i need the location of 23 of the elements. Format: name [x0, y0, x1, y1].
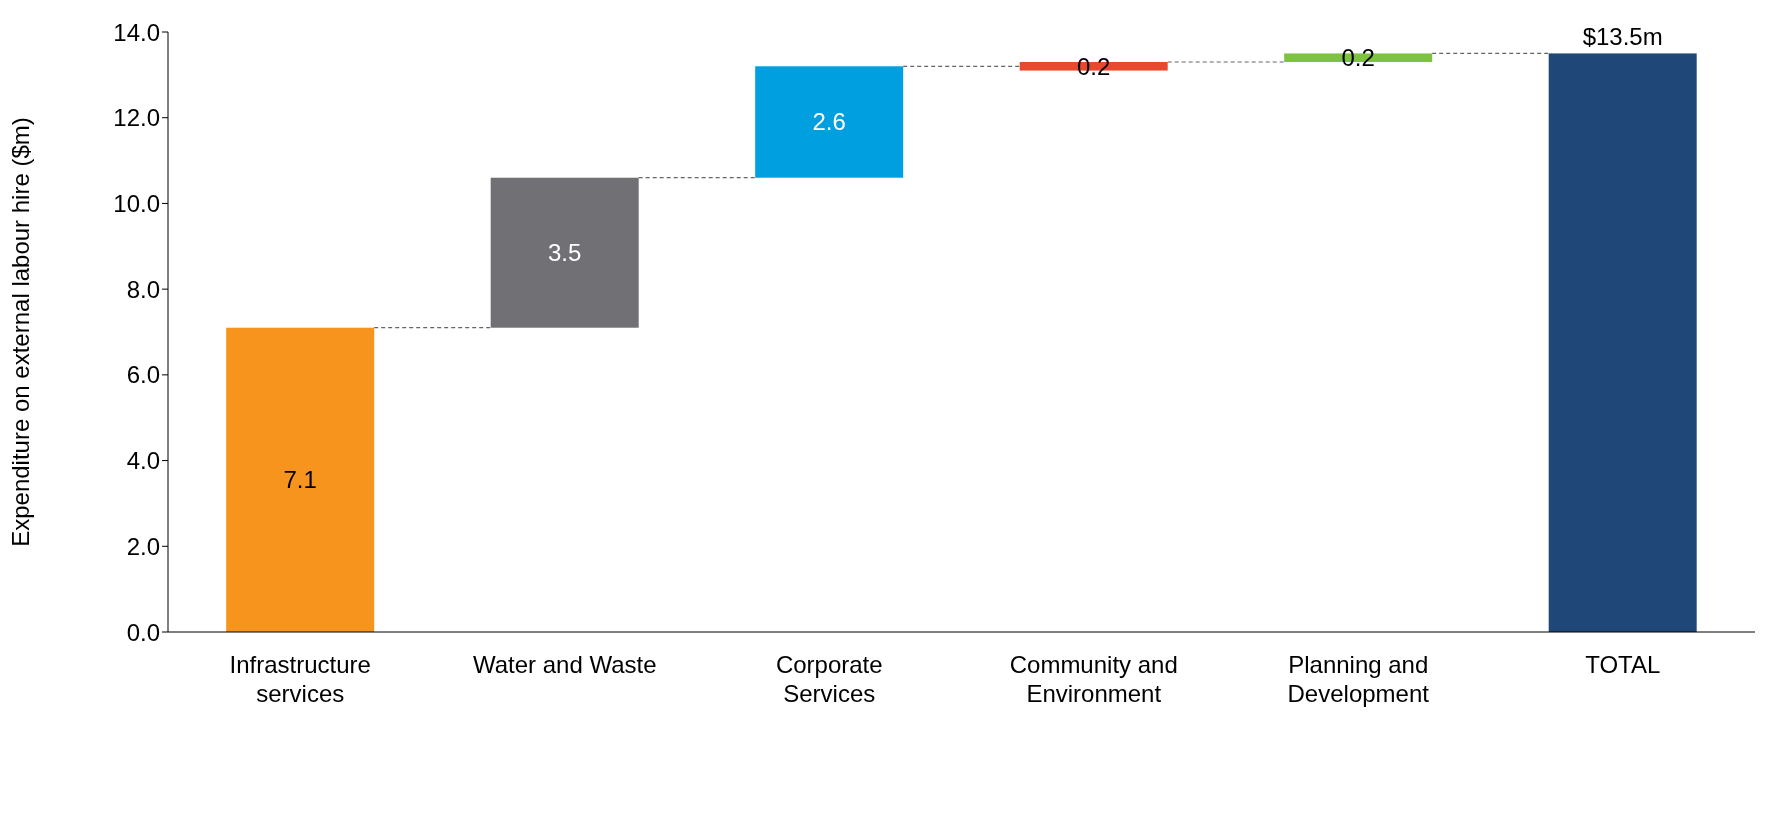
y-tick-label: 10.0	[113, 189, 160, 217]
x-tick-label: Planning and Development	[1287, 651, 1430, 707]
y-tick-label: 4.0	[126, 447, 160, 475]
data-label: 2.6	[812, 108, 846, 136]
bar	[755, 66, 904, 178]
y-axis-title: Expenditure on external labour hire ($m)	[6, 117, 34, 547]
y-tick-label: 8.0	[126, 275, 160, 303]
x-tick-label: Community and Environment	[1009, 651, 1178, 707]
x-tick-label: Infrastructure services	[229, 651, 371, 707]
y-tick-label: 14.0	[113, 18, 160, 46]
data-label: $13.5m	[1582, 23, 1663, 51]
y-tick-label: 6.0	[126, 361, 160, 389]
y-tick-label: 2.0	[126, 532, 160, 560]
y-tick-label: 0.0	[126, 618, 160, 646]
y-tick-label: 12.0	[113, 104, 160, 132]
bar	[490, 177, 639, 328]
data-label: 7.1	[283, 466, 317, 494]
x-tick-label: Water and Waste	[472, 651, 657, 679]
bar	[226, 327, 375, 632]
bar	[1548, 53, 1697, 632]
data-label: 3.5	[548, 239, 582, 267]
x-tick-label: TOTAL	[1585, 651, 1661, 679]
x-tick-label: Corporate Services	[775, 651, 883, 707]
